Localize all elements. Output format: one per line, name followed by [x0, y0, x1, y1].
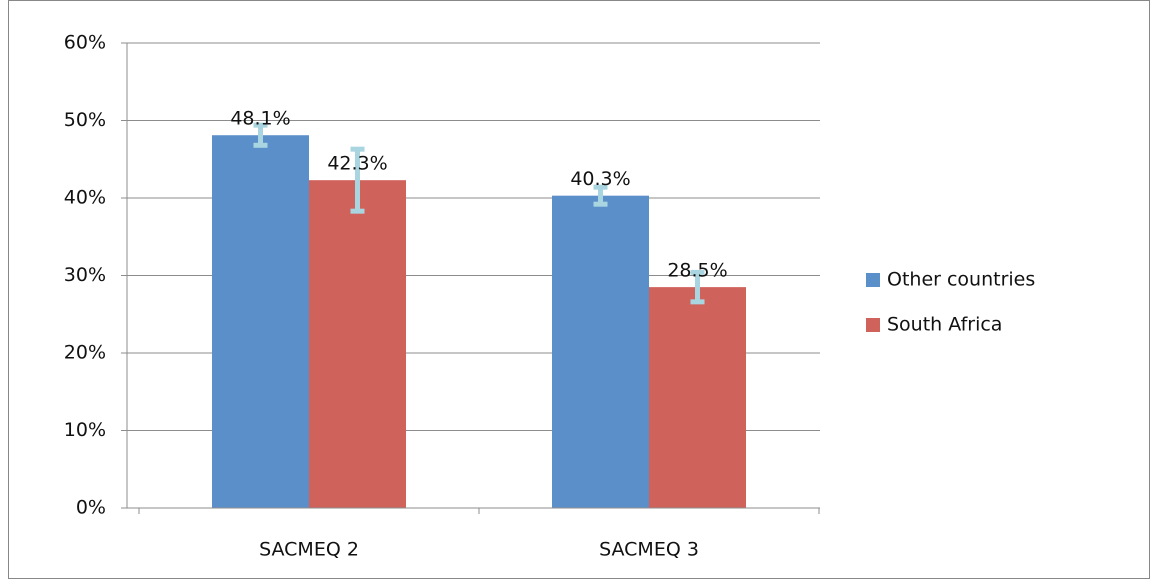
- bar: [309, 180, 406, 509]
- value-label: 48.1%: [230, 108, 290, 130]
- value-label: 28.5%: [667, 260, 727, 282]
- y-tick-label: 0%: [76, 497, 106, 519]
- bar: [212, 135, 309, 508]
- y-tick-label: 30%: [64, 264, 106, 286]
- y-tick-label: 40%: [64, 187, 106, 209]
- error-bar: [253, 122, 268, 148]
- y-tick-label: 60%: [64, 32, 106, 54]
- legend-label: South Africa: [887, 314, 1002, 336]
- bar: [552, 195, 649, 509]
- error-bar: [350, 146, 365, 214]
- x-tick-label: SACMEQ 2: [259, 539, 359, 561]
- y-tick-label: 10%: [64, 419, 106, 441]
- error-bar: [690, 269, 705, 305]
- value-label: 42.3%: [327, 153, 387, 175]
- legend-label: Other countries: [887, 269, 1035, 291]
- error-bar: [593, 184, 608, 207]
- y-tick-label: 50%: [64, 109, 106, 131]
- bar: [649, 287, 746, 508]
- legend-swatch: [866, 318, 880, 332]
- value-label: 40.3%: [570, 168, 630, 190]
- legend-swatch: [866, 273, 880, 287]
- y-tick-label: 20%: [64, 342, 106, 364]
- x-tick-label: SACMEQ 3: [599, 539, 699, 561]
